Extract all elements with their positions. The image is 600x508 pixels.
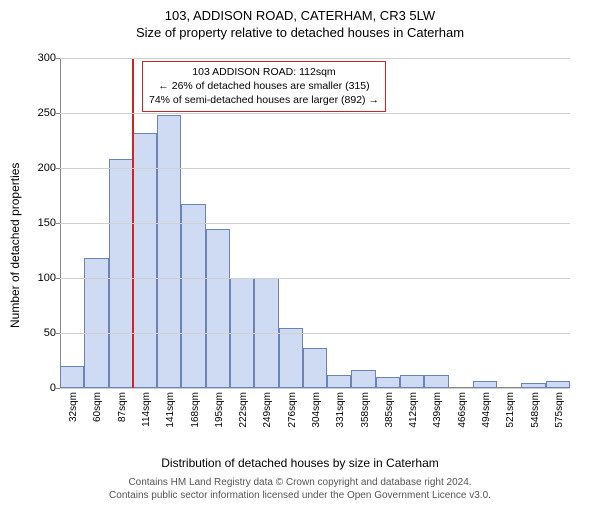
grid-line — [60, 168, 570, 169]
grid-line — [60, 223, 570, 224]
attribution-line2: Contains public sector information licen… — [0, 489, 600, 502]
annotation-line3: 74% of semi-detached houses are larger (… — [149, 93, 379, 107]
xtick-label: 575sqm — [554, 392, 565, 428]
ytick-mark — [56, 278, 60, 279]
histogram-bar — [109, 159, 133, 388]
xtick-label: 141sqm — [165, 392, 176, 428]
xtick-label: 494sqm — [481, 392, 492, 428]
xtick-label: 32sqm — [68, 392, 79, 422]
xtick-label: 249sqm — [262, 392, 273, 428]
ytick-mark — [56, 113, 60, 114]
xtick-label: 385sqm — [384, 392, 395, 428]
xtick-label: 87sqm — [117, 392, 128, 422]
histogram-bar — [157, 115, 181, 388]
grid-line — [60, 113, 570, 114]
histogram-bar — [400, 375, 424, 388]
xtick-label: 466sqm — [457, 392, 468, 428]
ytick-mark — [56, 388, 60, 389]
grid-line — [60, 58, 570, 59]
ytick-mark — [56, 168, 60, 169]
attribution: Contains HM Land Registry data © Crown c… — [0, 476, 600, 502]
histogram-bar — [546, 381, 570, 388]
attribution-line1: Contains HM Land Registry data © Crown c… — [0, 476, 600, 489]
xtick-label: 331sqm — [335, 392, 346, 428]
xtick-label: 412sqm — [408, 392, 419, 428]
histogram-bar — [279, 328, 303, 389]
xtick-label: 304sqm — [311, 392, 322, 428]
xtick-label: 358sqm — [360, 392, 371, 428]
histogram-bar — [376, 377, 400, 388]
histogram-bar — [424, 375, 448, 388]
xtick-label: 439sqm — [432, 392, 443, 428]
ytick-label: 50 — [32, 327, 56, 339]
histogram-bar — [133, 133, 157, 388]
grid-line — [60, 278, 570, 279]
ytick-mark — [56, 333, 60, 334]
histogram-bar — [206, 229, 230, 389]
ytick-label: 200 — [32, 162, 56, 174]
plot-area: 103 ADDISON ROAD: 112sqm ← 26% of detach… — [60, 58, 570, 388]
ytick-mark — [56, 223, 60, 224]
ytick-label: 250 — [32, 107, 56, 119]
xtick-label: 276sqm — [287, 392, 298, 428]
xtick-label: 168sqm — [190, 392, 201, 428]
histogram-bar — [351, 370, 375, 388]
xtick-label: 548sqm — [530, 392, 541, 428]
xtick-label: 114sqm — [141, 392, 152, 427]
xtick-label: 195sqm — [214, 392, 225, 428]
xtick-label: 60sqm — [92, 392, 103, 422]
grid-line — [60, 388, 570, 389]
annotation-line1: 103 ADDISON ROAD: 112sqm — [149, 65, 379, 79]
grid-line — [60, 333, 570, 334]
ytick-label: 0 — [32, 382, 56, 394]
histogram-bar — [60, 366, 84, 388]
y-axis-label: Number of detached properties — [8, 163, 22, 328]
histogram-bar — [473, 381, 497, 388]
histogram-bar — [303, 348, 327, 388]
xtick-label: 521sqm — [505, 392, 516, 428]
page-subtitle: Size of property relative to detached ho… — [0, 25, 600, 40]
annotation-line2: ← 26% of detached houses are smaller (31… — [149, 79, 379, 93]
ytick-label: 300 — [32, 52, 56, 64]
annotation-box: 103 ADDISON ROAD: 112sqm ← 26% of detach… — [142, 61, 386, 112]
histogram-bar — [181, 204, 205, 388]
ytick-mark — [56, 58, 60, 59]
chart-area: 103 ADDISON ROAD: 112sqm ← 26% of detach… — [60, 58, 570, 428]
page-title: 103, ADDISON ROAD, CATERHAM, CR3 5LW — [0, 8, 600, 23]
histogram-bar — [327, 375, 351, 388]
ytick-label: 150 — [32, 217, 56, 229]
x-axis-label: Distribution of detached houses by size … — [0, 456, 600, 470]
ytick-label: 100 — [32, 272, 56, 284]
xtick-label: 222sqm — [238, 392, 249, 428]
